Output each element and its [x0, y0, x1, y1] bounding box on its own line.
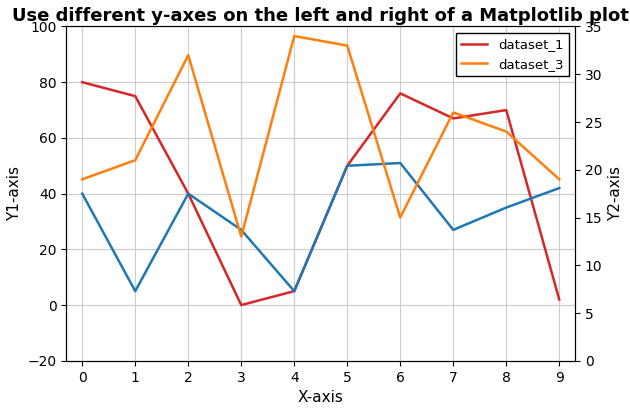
Line: dataset_3: dataset_3 — [83, 36, 559, 236]
Line: dataset_1: dataset_1 — [83, 82, 559, 305]
dataset_1 — [238, 302, 245, 307]
dataset_1 — [556, 297, 563, 302]
dataset_3 — [290, 34, 298, 39]
dataset_1 — [132, 94, 139, 98]
dataset_1 — [185, 191, 192, 196]
dataset_1 — [79, 80, 86, 85]
Title: Use different y-axes on the left and right of a Matplotlib plot: Use different y-axes on the left and rig… — [13, 7, 629, 25]
Y-axis label: Y2-axis: Y2-axis — [608, 166, 623, 221]
dataset_1 — [396, 91, 404, 96]
dataset_3 — [503, 129, 510, 134]
dataset_3 — [238, 234, 245, 239]
dataset_3 — [79, 177, 86, 182]
Y-axis label: Y1-axis: Y1-axis — [7, 166, 22, 221]
dataset_1 — [290, 289, 298, 294]
dataset_3 — [132, 158, 139, 163]
Legend: dataset_1, dataset_3: dataset_1, dataset_3 — [455, 33, 568, 76]
dataset_3 — [449, 110, 457, 115]
X-axis label: X-axis: X-axis — [298, 390, 344, 405]
dataset_3 — [556, 177, 563, 182]
dataset_1 — [343, 163, 351, 168]
dataset_1 — [503, 108, 510, 112]
dataset_3 — [396, 215, 404, 220]
dataset_1 — [449, 116, 457, 121]
dataset_3 — [343, 43, 351, 48]
dataset_3 — [185, 53, 192, 58]
